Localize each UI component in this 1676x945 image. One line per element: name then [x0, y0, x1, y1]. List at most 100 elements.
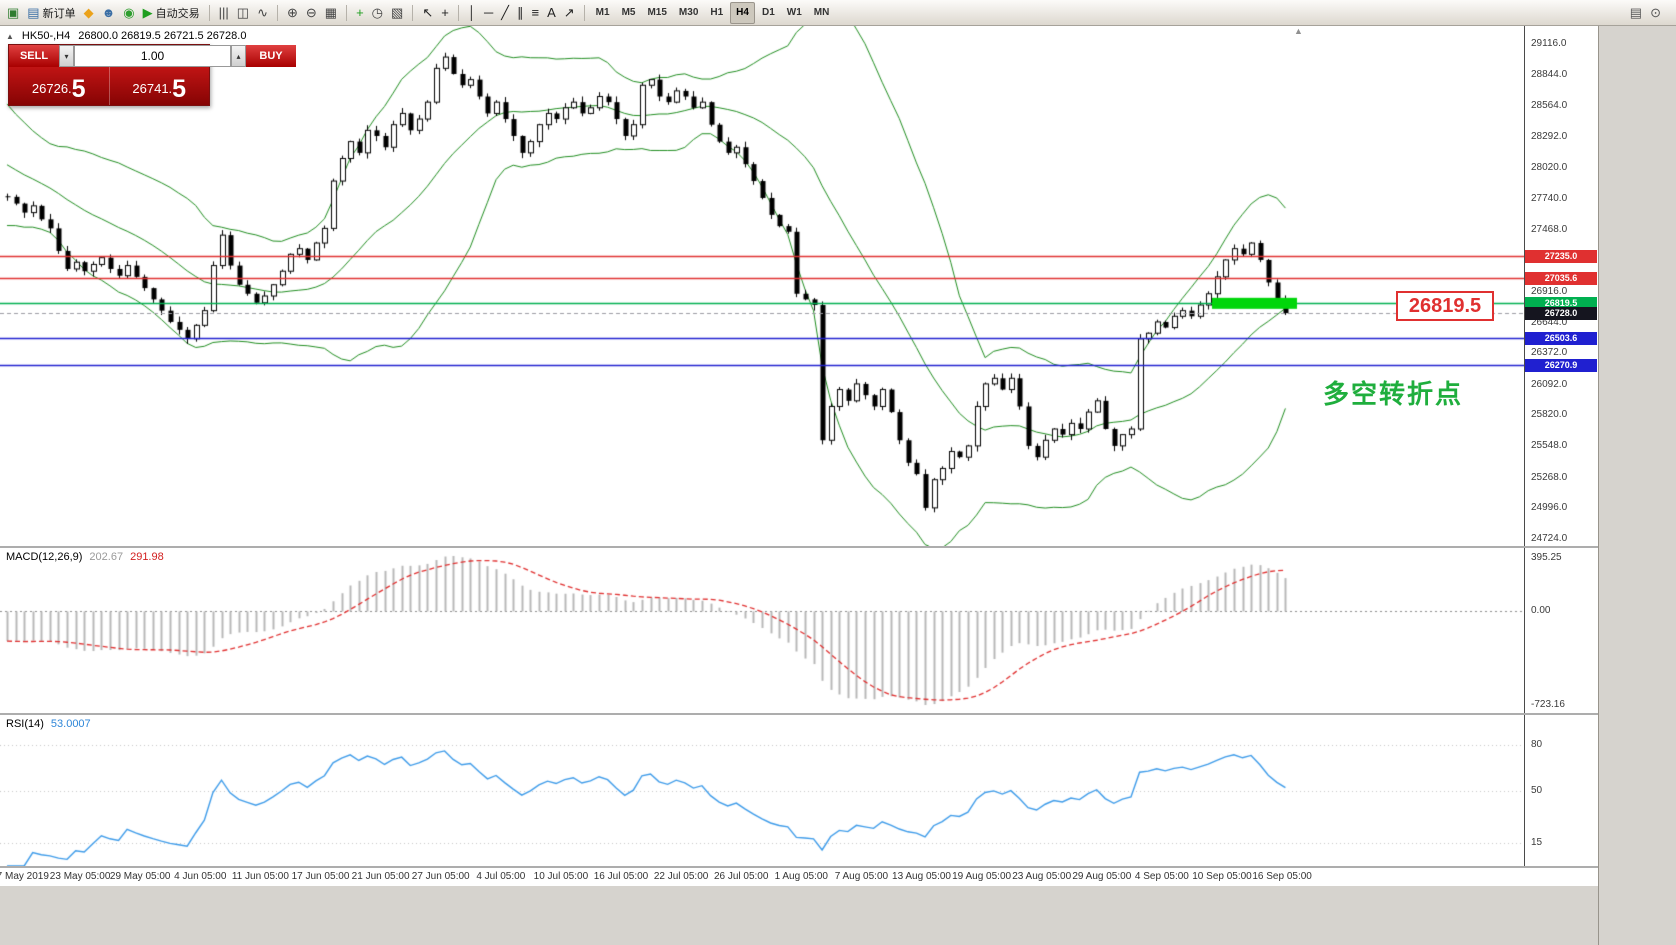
- timeframe-h4-button[interactable]: H4: [730, 1, 755, 24]
- timeframe-mn-button[interactable]: MN: [813, 7, 830, 18]
- horizontal-line-icon: ─: [483, 4, 494, 20]
- time-axis-label: 23 Aug 05:00: [1012, 871, 1072, 882]
- tile-windows-icon[interactable]: ▦: [322, 3, 340, 23]
- metaeditor-icon: ◆: [83, 4, 94, 20]
- toolbar: ▣ ▤ 新订单 ◆ ☻ ◉ ▶ 自动交易 ||| ◫ ∿ ⊕ ⊖ ▦ + ◷ ▧ ↖ + │ ─ ╱ ∥ ≡ A ↗ M1 M5 M1…: [0, 0, 1676, 26]
- cursor-icon: ↖: [422, 4, 434, 20]
- search-icon[interactable]: ⊙: [1647, 3, 1664, 23]
- rsi-canvas[interactable]: [0, 715, 1524, 866]
- arrow-tool-icon[interactable]: ↗: [561, 3, 578, 23]
- volume-input[interactable]: [74, 45, 231, 67]
- clock-icon[interactable]: ◷: [369, 3, 386, 23]
- panel-resizer[interactable]: [0, 546, 1598, 548]
- volume-increase-button[interactable]: ▴: [231, 45, 246, 67]
- text-icon[interactable]: A: [544, 3, 559, 23]
- channel-icon[interactable]: ∥: [514, 3, 527, 23]
- zoom-in-icon[interactable]: ⊕: [284, 3, 301, 23]
- price-axis[interactable]: 29116.0 28844.0 28564.0 28292.0 28020.0 27740…: [1524, 26, 1598, 886]
- main-chart-canvas[interactable]: [0, 26, 1524, 546]
- collapse-icon[interactable]: ▲: [6, 31, 14, 41]
- arrow-tool-icon: ↗: [563, 4, 575, 20]
- toolbar-right-group: ▤ ⊙: [1626, 3, 1673, 23]
- price-axis-label: 26092.0: [1531, 378, 1568, 390]
- metaeditor-icon[interactable]: ◆: [81, 3, 97, 23]
- price-axis-label: 27740.0: [1531, 193, 1568, 205]
- window-list-icon[interactable]: ▤: [1627, 3, 1645, 23]
- buy-button[interactable]: BUY: [246, 45, 296, 67]
- rsi-name: RSI(14): [6, 718, 44, 730]
- price-axis-label: 0.00: [1531, 605, 1551, 617]
- horizontal-line-icon[interactable]: ─: [481, 3, 496, 23]
- fibonacci-icon[interactable]: ≡: [528, 3, 542, 23]
- bar-chart-icon: |||: [218, 4, 229, 20]
- window-list-icon: ▤: [1629, 4, 1643, 20]
- line-chart-icon[interactable]: ∿: [254, 3, 271, 23]
- toolbar-separator: [583, 4, 585, 21]
- new-chart-icon[interactable]: ▣: [4, 3, 22, 23]
- chart-shift-marker[interactable]: ▲: [1294, 26, 1303, 36]
- time-axis-label: 4 Jun 05:00: [174, 871, 227, 882]
- timeframe-m1-button[interactable]: M1: [595, 7, 610, 18]
- toolbar-separator: [457, 4, 459, 21]
- price-axis-label: 28844.0: [1531, 68, 1568, 80]
- price-line-tag: 26503.6: [1525, 332, 1597, 346]
- macd-indicator-label: MACD(12,26,9) 202.67 291.98: [6, 551, 164, 563]
- macd-canvas[interactable]: [0, 548, 1524, 713]
- new-chart-icon: ▣: [7, 4, 20, 20]
- sell-button[interactable]: SELL: [9, 45, 59, 67]
- time-axis-label: 11 Jun 05:00: [231, 871, 289, 882]
- community-icon[interactable]: ◉: [120, 3, 137, 23]
- zoom-out-icon[interactable]: ⊖: [303, 3, 320, 23]
- sell-price[interactable]: 26726. 5: [9, 67, 110, 105]
- crosshair-icon: +: [441, 4, 449, 20]
- price-axis-label: 25268.0: [1531, 471, 1568, 483]
- timeframe-m15-button[interactable]: M15: [647, 7, 667, 18]
- crosshair-icon[interactable]: +: [438, 3, 452, 23]
- rsi-indicator-label: RSI(14) 53.0007: [6, 718, 91, 730]
- buy-price-big-digit: 5: [172, 75, 187, 103]
- price-axis-label: 26372.0: [1531, 347, 1568, 359]
- autotrading-button[interactable]: ▶ 自动交易: [140, 3, 203, 23]
- chart-properties-icon[interactable]: ▧: [388, 3, 406, 23]
- time-axis-label: 19 Aug 05:00: [952, 871, 1012, 882]
- candlestick-chart-icon[interactable]: ◫: [234, 3, 252, 23]
- cursor-icon[interactable]: ↖: [419, 3, 436, 23]
- new-order-button-label: 新订单: [42, 7, 76, 20]
- price-axis-label: 26916.0: [1531, 285, 1568, 297]
- timeframe-h1-button[interactable]: H1: [710, 7, 724, 18]
- new-order-button[interactable]: ▤ 新订单: [24, 3, 78, 23]
- timeframe-w1-button[interactable]: W1: [786, 7, 802, 18]
- timeframe-m30-button[interactable]: M30: [678, 7, 699, 18]
- time-axis-label: 4 Sep 05:00: [1134, 871, 1189, 882]
- buy-price[interactable]: 26741. 5: [110, 67, 210, 105]
- price-callout: 26819.5: [1396, 291, 1494, 321]
- time-axis-label: 29 Aug 05:00: [1072, 871, 1132, 882]
- time-axis-label: 17 Jun 05:00: [291, 871, 350, 882]
- bar-chart-icon[interactable]: |||: [216, 3, 232, 23]
- timeframe-d1-button[interactable]: D1: [761, 7, 775, 18]
- volume-decrease-button[interactable]: ▾: [59, 45, 74, 67]
- time-axis-label: 7 Aug 05:00: [834, 871, 889, 882]
- price-axis-label: 28564.0: [1531, 100, 1568, 112]
- price-axis-label: 28292.0: [1531, 130, 1568, 142]
- price-line-tag: 26819.5: [1525, 296, 1597, 310]
- time-axis-label: 29 May 05:00: [109, 871, 171, 882]
- macd-main-value: 202.67: [89, 551, 124, 563]
- time-axis-label: 4 Jul 05:00: [476, 871, 526, 882]
- time-axis-label: 1 Aug 05:00: [774, 871, 828, 882]
- toolbar-left-group: ▣ ▤ 新订单 ◆ ☻ ◉ ▶ 自动交易 ||| ◫ ∿ ⊕ ⊖ ▦ + ◷ ▧ ↖ + │ ─ ╱ ∥ ≡ A ↗: [3, 3, 590, 23]
- turning-point-annotation: 多空转折点: [1323, 379, 1464, 409]
- trendline-icon[interactable]: ╱: [498, 3, 512, 23]
- vertical-line-icon[interactable]: │: [465, 3, 479, 23]
- profiles-icon[interactable]: ☻: [99, 3, 119, 23]
- workspace-background: [0, 886, 1598, 945]
- time-axis-label: 13 Aug 05:00: [892, 871, 951, 882]
- price-axis-label: 15: [1531, 837, 1543, 849]
- panel-resizer[interactable]: [0, 866, 1598, 868]
- price-axis-label: 24996.0: [1531, 502, 1568, 514]
- add-indicator-icon[interactable]: +: [353, 3, 367, 23]
- workspace-background: [1598, 26, 1676, 945]
- panel-resizer[interactable]: [0, 713, 1598, 715]
- timeframe-m5-button[interactable]: M5: [621, 7, 636, 18]
